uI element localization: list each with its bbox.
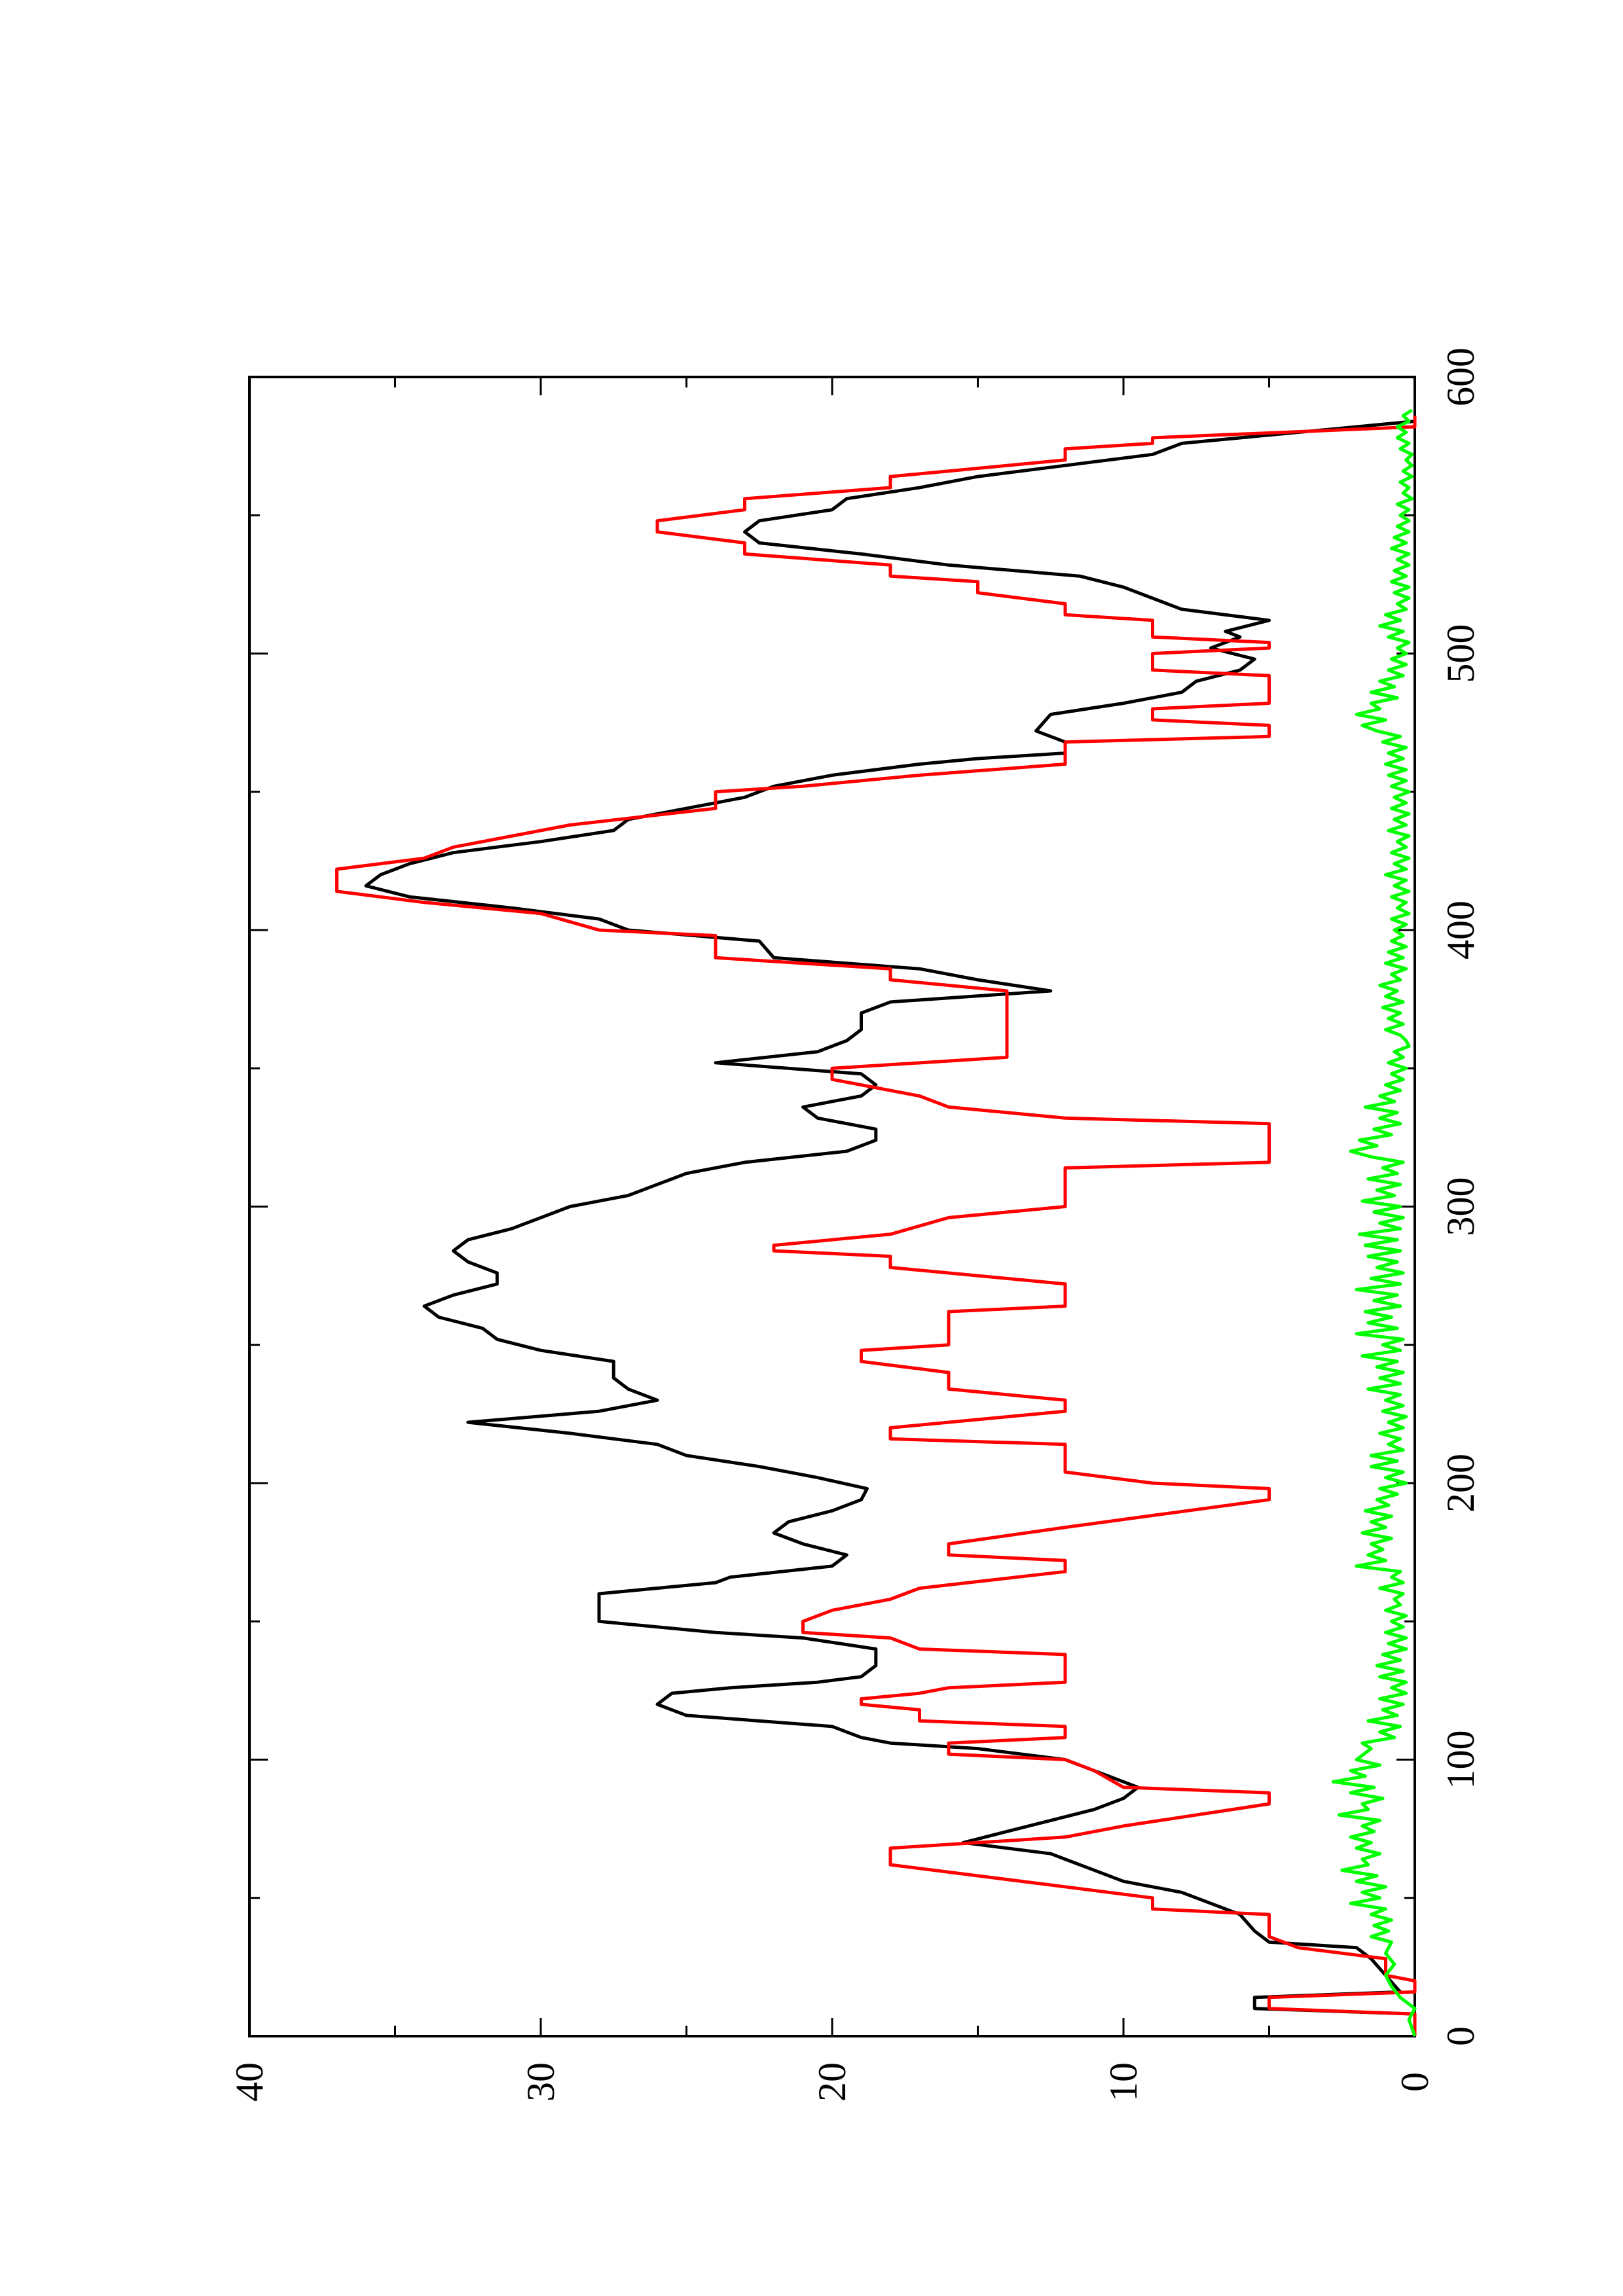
y-tick-label-30: 30 [519, 2062, 562, 2102]
x-tick-label-0: 0 [1439, 2026, 1482, 2046]
axis-ticks [248, 376, 1416, 2037]
series-group [335, 408, 1417, 2037]
series-line-2 [335, 416, 1417, 2036]
y-tick-label-0: 0 [1393, 2072, 1436, 2092]
x-tick-label-400: 400 [1439, 901, 1482, 960]
x-tick-label-200: 200 [1439, 1454, 1482, 1513]
plot-frame [248, 376, 1416, 2037]
y-tick-label-40: 40 [228, 2062, 271, 2102]
x-tick-label-300: 300 [1439, 1177, 1482, 1236]
y-tick-label-10: 10 [1102, 2062, 1145, 2102]
x-tick-label-100: 100 [1439, 1731, 1482, 1789]
x-tick-label-600: 600 [1439, 348, 1482, 406]
series-line-3 [1331, 408, 1417, 2037]
x-tick-label-500: 500 [1439, 624, 1482, 683]
tick-labels: 0 100 200 300 400 500 600 0 10 20 30 40 [228, 348, 1482, 2102]
y-tick-label-20: 20 [811, 2062, 854, 2102]
